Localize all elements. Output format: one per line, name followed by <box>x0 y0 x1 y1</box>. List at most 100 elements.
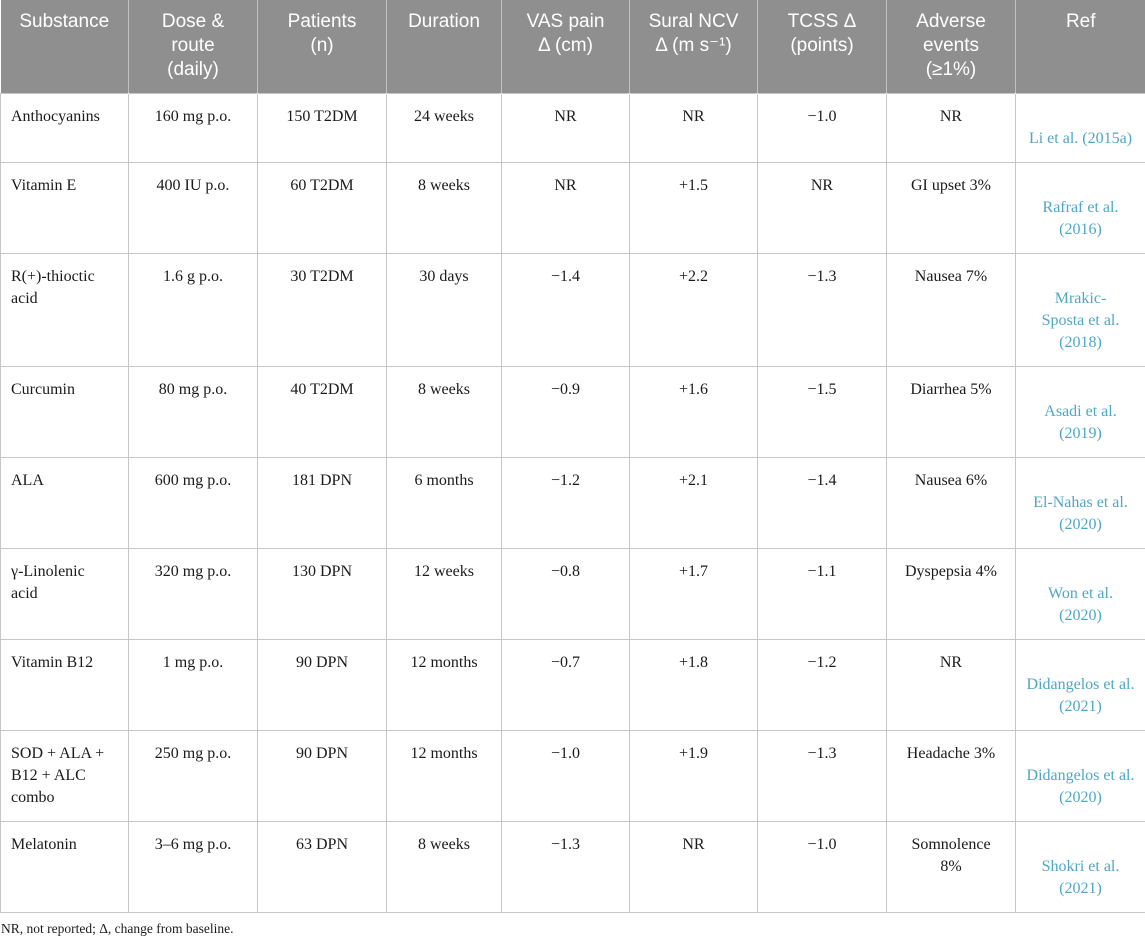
cell-adverse: Diarrhea 5% <box>887 366 1016 457</box>
cell-ref: Rafraf et al. (2016) <box>1016 162 1145 253</box>
cell-duration: 6 months <box>387 457 502 548</box>
cell-ref: El-Nahas et al. (2020) <box>1016 457 1145 548</box>
table-row: R(+)-thioctic acid 1.6 g p.o. 30 T2DM 30… <box>1 253 1145 366</box>
cell-duration: 8 weeks <box>387 366 502 457</box>
cell-substance: Melatonin <box>1 821 129 912</box>
cell-patients: 181 DPN <box>258 457 387 548</box>
cell-adverse: Nausea 6% <box>887 457 1016 548</box>
cell-vas-pain: −1.2 <box>502 457 630 548</box>
cell-tcss: −1.0 <box>758 93 887 162</box>
table-row: SOD + ALA + B12 + ALC combo 250 mg p.o. … <box>1 730 1145 821</box>
cell-duration: 8 weeks <box>387 821 502 912</box>
cell-patients: 150 T2DM <box>258 93 387 162</box>
cell-patients: 130 DPN <box>258 548 387 639</box>
cell-adverse: Somnolence 8% <box>887 821 1016 912</box>
table-row: Vitamin E 400 IU p.o. 60 T2DM 8 weeks NR… <box>1 162 1145 253</box>
table-row: Melatonin 3–6 mg p.o. 63 DPN 8 weeks −1.… <box>1 821 1145 912</box>
citation-link[interactable]: Won et al. (2020) <box>1048 585 1113 624</box>
cell-ref: Didangelos et al. (2021) <box>1016 639 1145 730</box>
cell-adverse: Nausea 7% <box>887 253 1016 366</box>
col-header-substance: Substance <box>1 0 129 93</box>
cell-ref: Li et al. (2015a) <box>1016 93 1145 162</box>
citation-link[interactable]: Didangelos et al. (2020) <box>1027 767 1135 806</box>
cell-dose: 1 mg p.o. <box>129 639 258 730</box>
cell-vas-pain: −0.7 <box>502 639 630 730</box>
cell-dose: 1.6 g p.o. <box>129 253 258 366</box>
table-row: Vitamin B12 1 mg p.o. 90 DPN 12 months −… <box>1 639 1145 730</box>
cell-tcss: −1.2 <box>758 639 887 730</box>
cell-duration: 12 weeks <box>387 548 502 639</box>
table-row: Curcumin 80 mg p.o. 40 T2DM 8 weeks −0.9… <box>1 366 1145 457</box>
cell-ref: Won et al. (2020) <box>1016 548 1145 639</box>
col-header-duration: Duration <box>387 0 502 93</box>
col-header-dose-route: Dose & route (daily) <box>129 0 258 93</box>
cell-adverse: NR <box>887 93 1016 162</box>
table-row: Anthocyanins 160 mg p.o. 150 T2DM 24 wee… <box>1 93 1145 162</box>
cell-substance: Anthocyanins <box>1 93 129 162</box>
cell-tcss: −1.4 <box>758 457 887 548</box>
col-header-sural-ncv: Sural NCV Δ (m s⁻¹) <box>630 0 758 93</box>
cell-patients: 30 T2DM <box>258 253 387 366</box>
cell-substance: R(+)-thioctic acid <box>1 253 129 366</box>
cell-tcss: −1.5 <box>758 366 887 457</box>
cell-tcss: −1.0 <box>758 821 887 912</box>
cell-adverse: GI upset 3% <box>887 162 1016 253</box>
table-row: ALA 600 mg p.o. 181 DPN 6 months −1.2 +2… <box>1 457 1145 548</box>
cell-adverse: Dyspepsia 4% <box>887 548 1016 639</box>
cell-patients: 60 T2DM <box>258 162 387 253</box>
col-header-patients: Patients (n) <box>258 0 387 93</box>
citation-link[interactable]: Li et al. (2015a) <box>1029 130 1132 147</box>
cell-patients: 40 T2DM <box>258 366 387 457</box>
cell-vas-pain: −1.0 <box>502 730 630 821</box>
cell-duration: 12 months <box>387 730 502 821</box>
cell-substance: γ-Linolenic acid <box>1 548 129 639</box>
cell-vas-pain: NR <box>502 162 630 253</box>
cell-vas-pain: NR <box>502 93 630 162</box>
cell-dose: 600 mg p.o. <box>129 457 258 548</box>
citation-link[interactable]: El-Nahas et al. (2020) <box>1033 494 1128 533</box>
cell-vas-pain: −1.4 <box>502 253 630 366</box>
cell-vas-pain: −0.8 <box>502 548 630 639</box>
col-header-vas-pain: VAS pain Δ (cm) <box>502 0 630 93</box>
cell-patients: 90 DPN <box>258 730 387 821</box>
cell-tcss: NR <box>758 162 887 253</box>
cell-ref: Mrakic- Sposta et al. (2018) <box>1016 253 1145 366</box>
citation-link[interactable]: Didangelos et al. (2021) <box>1027 676 1135 715</box>
cell-duration: 8 weeks <box>387 162 502 253</box>
cell-adverse: Headache 3% <box>887 730 1016 821</box>
citation-link[interactable]: Shokri et al. (2021) <box>1042 858 1120 897</box>
table-row: γ-Linolenic acid 320 mg p.o. 130 DPN 12 … <box>1 548 1145 639</box>
cell-sural-ncv: +1.6 <box>630 366 758 457</box>
cell-vas-pain: −1.3 <box>502 821 630 912</box>
cell-duration: 12 months <box>387 639 502 730</box>
cell-patients: 90 DPN <box>258 639 387 730</box>
cell-sural-ncv: NR <box>630 93 758 162</box>
cell-dose: 320 mg p.o. <box>129 548 258 639</box>
cell-sural-ncv: +1.7 <box>630 548 758 639</box>
col-header-ref: Ref <box>1016 0 1145 93</box>
cell-dose: 160 mg p.o. <box>129 93 258 162</box>
cell-substance: Vitamin B12 <box>1 639 129 730</box>
cell-sural-ncv: +1.5 <box>630 162 758 253</box>
cell-duration: 24 weeks <box>387 93 502 162</box>
cell-sural-ncv: NR <box>630 821 758 912</box>
cell-tcss: −1.1 <box>758 548 887 639</box>
cell-substance: Curcumin <box>1 366 129 457</box>
cell-sural-ncv: +1.8 <box>630 639 758 730</box>
cell-duration: 30 days <box>387 253 502 366</box>
cell-substance: ALA <box>1 457 129 548</box>
cell-dose: 3–6 mg p.o. <box>129 821 258 912</box>
cell-sural-ncv: +1.9 <box>630 730 758 821</box>
col-header-adverse: Adverse events (≥1%) <box>887 0 1016 93</box>
table-header-row: Substance Dose & route (daily) Patients … <box>1 0 1145 93</box>
cell-adverse: NR <box>887 639 1016 730</box>
col-header-tcss: TCSS Δ (points) <box>758 0 887 93</box>
citation-link[interactable]: Mrakic- Sposta et al. (2018) <box>1042 290 1120 351</box>
cell-tcss: −1.3 <box>758 730 887 821</box>
cell-ref: Shokri et al. (2021) <box>1016 821 1145 912</box>
table-footnote: NR, not reported; Δ, change from baselin… <box>1 920 1145 938</box>
citation-link[interactable]: Asadi et al. (2019) <box>1044 403 1116 442</box>
citation-link[interactable]: Rafraf et al. (2016) <box>1043 199 1119 238</box>
cell-vas-pain: −0.9 <box>502 366 630 457</box>
cell-dose: 250 mg p.o. <box>129 730 258 821</box>
